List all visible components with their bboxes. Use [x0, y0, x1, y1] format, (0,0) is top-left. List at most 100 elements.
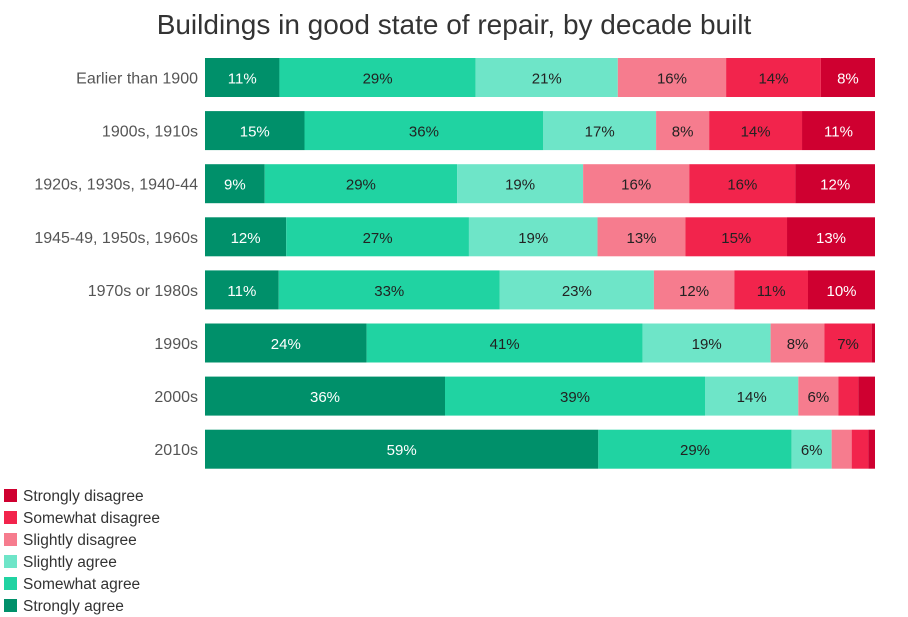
bar-segment	[824, 323, 872, 363]
legend-label: Slightly disagree	[23, 532, 137, 549]
data-label: 8%	[672, 124, 694, 141]
legend-swatch	[4, 489, 17, 502]
data-label: 8%	[837, 71, 859, 88]
data-label: 19%	[518, 230, 548, 247]
category-label: 2000s	[154, 389, 198, 406]
bar-segment	[205, 429, 599, 469]
data-label: 19%	[692, 336, 722, 353]
data-label: 12%	[820, 177, 850, 194]
data-labels: 11% 29% 21% 16% 14% 8% 15% 36% 17% 8% 14% 11% 9% 29% 1…	[224, 71, 859, 460]
category-label: 1970s or 1980s	[88, 283, 198, 300]
data-label: 14%	[741, 124, 771, 141]
category-label: Earlier than 1900	[76, 71, 198, 88]
bar-segment	[734, 270, 808, 310]
bar-segment	[583, 164, 690, 204]
bar-segment	[366, 323, 643, 363]
legend-label: Somewhat agree	[23, 576, 140, 593]
bar-segment	[653, 270, 735, 310]
legend-swatch	[4, 577, 17, 590]
legend-label: Strongly agree	[23, 598, 124, 615]
legend-label: Slightly agree	[23, 554, 117, 571]
data-label: 16%	[657, 71, 687, 88]
bar-segment	[205, 58, 280, 97]
data-label: 6%	[801, 442, 823, 459]
data-label: 9%	[224, 177, 246, 194]
data-label: 13%	[627, 230, 657, 247]
bar-segment	[858, 376, 875, 416]
data-label: 16%	[621, 177, 651, 194]
legend-swatch	[4, 533, 17, 546]
bar-segment	[205, 323, 367, 363]
bar-segment	[205, 111, 305, 151]
bar-segment	[656, 111, 710, 151]
legend-swatch	[4, 555, 17, 568]
data-label: 29%	[346, 177, 376, 194]
data-label: 41%	[490, 336, 520, 353]
bar-segment	[475, 58, 618, 97]
bar-segment	[278, 270, 500, 310]
data-label: 16%	[727, 177, 757, 194]
bar-segment	[205, 164, 265, 204]
bar-segment	[597, 217, 686, 257]
bar-segment	[685, 217, 788, 257]
category-labels: Earlier than 1900 1900s, 1910s 1920s, 1930…	[34, 71, 198, 460]
bar-segment	[598, 429, 792, 469]
bar-segment	[205, 270, 279, 310]
data-label: 8%	[787, 336, 809, 353]
data-label: 33%	[374, 283, 404, 300]
data-label: 13%	[816, 230, 846, 247]
legend: Strongly disagree Somewhat disagree Slight…	[4, 488, 160, 615]
data-label: 24%	[271, 336, 301, 353]
category-label: 1945-49, 1950s, 1960s	[34, 230, 198, 247]
data-label: 17%	[585, 124, 615, 141]
legend-swatch	[4, 599, 17, 612]
bar-segment	[808, 270, 875, 310]
data-label: 11%	[227, 283, 256, 300]
bar-segment	[802, 111, 875, 151]
data-label: 23%	[562, 283, 592, 300]
bar-segment	[851, 429, 869, 469]
bar-segment	[457, 164, 584, 204]
bar-segment	[820, 58, 875, 97]
data-label: 39%	[560, 389, 590, 406]
chart-title: Buildings in good state of repair, by de…	[157, 9, 752, 40]
category-label: 1920s, 1930s, 1940-44	[34, 177, 198, 194]
bar-segment	[642, 323, 771, 363]
category-label: 1900s, 1910s	[102, 124, 198, 141]
bar-segment	[795, 164, 875, 204]
data-label: 7%	[837, 336, 859, 353]
bar-segment	[770, 323, 825, 363]
bar-segment	[617, 58, 727, 97]
bar-segment	[871, 323, 875, 363]
data-label: 10%	[826, 283, 856, 300]
category-label: 2010s	[154, 442, 198, 459]
data-label: 12%	[679, 283, 709, 300]
bar-segment	[205, 376, 445, 416]
bar-segment	[689, 164, 796, 204]
bar-segment	[304, 111, 544, 151]
data-label: 27%	[363, 230, 393, 247]
bar-segment	[705, 376, 799, 416]
legend-swatch	[4, 511, 17, 524]
data-label: 14%	[758, 71, 788, 88]
data-label: 36%	[310, 389, 340, 406]
data-label: 59%	[387, 442, 417, 459]
data-label: 19%	[505, 177, 535, 194]
bar-segment	[205, 217, 287, 257]
bar-segment	[709, 111, 803, 151]
bar-segment	[279, 58, 476, 97]
bar-segment	[831, 429, 852, 469]
data-label: 11%	[228, 71, 257, 88]
bar-segment	[868, 429, 875, 469]
bar-segment	[791, 429, 832, 469]
data-label: 15%	[721, 230, 751, 247]
bar-segment	[286, 217, 469, 257]
data-label: 11%	[757, 283, 786, 300]
bar-segment	[543, 111, 657, 151]
data-label: 6%	[807, 389, 829, 406]
bar-segment	[264, 164, 458, 204]
data-label: 15%	[240, 124, 270, 141]
data-label: 14%	[737, 389, 767, 406]
bars	[205, 58, 875, 469]
bar-segment	[838, 376, 859, 416]
